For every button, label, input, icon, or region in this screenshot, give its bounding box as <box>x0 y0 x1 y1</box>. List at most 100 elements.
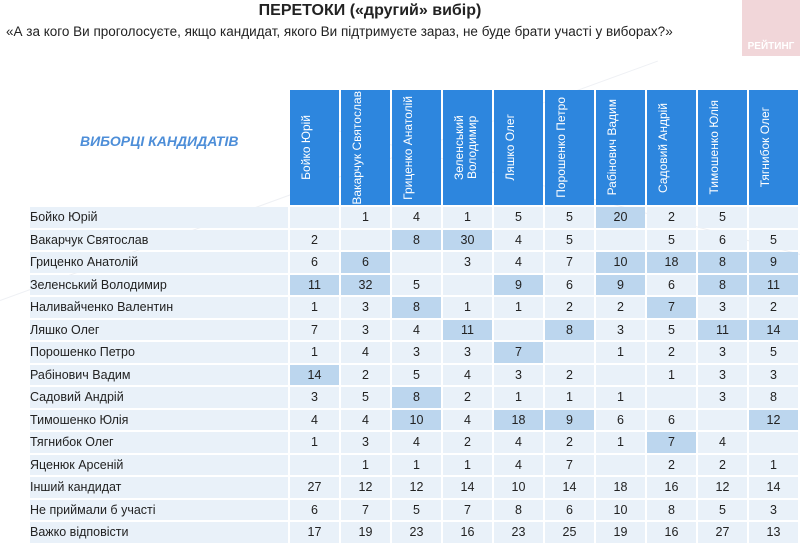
value-cell: 19 <box>341 522 390 543</box>
corner-cell <box>30 90 288 205</box>
value-cell <box>698 409 747 430</box>
value-cell: 1 <box>290 342 339 363</box>
row-label: Гриценко Анатолій <box>30 252 288 273</box>
column-header-label: Вакарчук Святослав <box>349 90 364 205</box>
value-cell: 12 <box>341 477 390 498</box>
value-cell: 8 <box>647 499 696 520</box>
value-cell: 5 <box>749 229 798 250</box>
value-cell: 5 <box>647 229 696 250</box>
value-cell: 7 <box>494 342 543 363</box>
table-row: Порошенко Петро 1 4 3 3 7 1 2 3 5 <box>30 342 798 363</box>
value-cell: 2 <box>443 432 492 453</box>
value-cell: 27 <box>698 522 747 543</box>
value-cell: 17 <box>290 522 339 543</box>
value-cell: 11 <box>698 319 747 340</box>
column-header-label: Гриценко Анатолій <box>400 95 415 200</box>
value-cell: 14 <box>749 477 798 498</box>
value-cell: 10 <box>392 409 441 430</box>
value-cell: 1 <box>443 454 492 475</box>
value-cell: 14 <box>443 477 492 498</box>
value-cell <box>392 252 441 273</box>
value-cell: 3 <box>341 432 390 453</box>
value-cell: 1 <box>341 454 390 475</box>
voters-label: ВИБОРЦІ КАНДИДАТІВ <box>80 133 239 149</box>
value-cell: 5 <box>392 499 441 520</box>
value-cell: 18 <box>494 409 543 430</box>
value-cell: 5 <box>545 229 594 250</box>
value-cell: 20 <box>596 207 645 228</box>
table-row: Вакарчук Святослав 2 8 30 4 5 5 6 5 <box>30 229 798 250</box>
value-cell: 8 <box>494 499 543 520</box>
value-cell: 1 <box>596 387 645 408</box>
value-cell: 5 <box>749 342 798 363</box>
value-cell: 2 <box>749 297 798 318</box>
value-cell: 2 <box>545 297 594 318</box>
row-label: Рабінович Вадим <box>30 364 288 385</box>
value-cell: 16 <box>647 477 696 498</box>
value-cell: 16 <box>443 522 492 543</box>
value-cell: 3 <box>749 364 798 385</box>
value-cell: 1 <box>443 297 492 318</box>
column-header-label: Зеленський Володимир <box>451 115 479 180</box>
value-cell: 3 <box>698 297 747 318</box>
value-cell: 14 <box>290 364 339 385</box>
row-label: Тимошенко Юлія <box>30 409 288 430</box>
value-cell: 6 <box>290 499 339 520</box>
value-cell: 4 <box>341 342 390 363</box>
row-label: Порошенко Петро <box>30 342 288 363</box>
value-cell: 27 <box>290 477 339 498</box>
column-header-label: Ляшко Олег <box>502 114 517 181</box>
value-cell: 19 <box>596 522 645 543</box>
value-cell: 5 <box>341 387 390 408</box>
value-cell <box>290 454 339 475</box>
value-cell: 3 <box>443 252 492 273</box>
value-cell: 4 <box>443 364 492 385</box>
value-cell: 3 <box>698 364 747 385</box>
value-cell: 2 <box>545 432 594 453</box>
value-cell: 8 <box>392 387 441 408</box>
value-cell <box>749 432 798 453</box>
value-cell: 7 <box>545 252 594 273</box>
value-cell: 8 <box>698 252 747 273</box>
value-cell: 6 <box>545 274 594 295</box>
value-cell <box>341 229 390 250</box>
value-cell: 4 <box>392 207 441 228</box>
table-row: Яценюк Арсеній 1 1 1 4 7 2 2 1 <box>30 454 798 475</box>
value-cell: 4 <box>443 409 492 430</box>
row-label: Садовий Андрій <box>30 387 288 408</box>
flows-table: Бойко Юрій Вакарчук Святослав Гриценко Ана… <box>28 88 800 545</box>
value-cell: 1 <box>494 387 543 408</box>
value-cell: 1 <box>494 297 543 318</box>
value-cell: 2 <box>596 297 645 318</box>
value-cell: 1 <box>341 207 390 228</box>
value-cell: 18 <box>647 252 696 273</box>
value-cell: 4 <box>494 229 543 250</box>
row-label: Тягнибок Олег <box>30 432 288 453</box>
value-cell: 8 <box>392 297 441 318</box>
table-row: Бойко Юрій 1 4 1 5 5 20 2 5 <box>30 207 798 228</box>
value-cell: 8 <box>698 274 747 295</box>
value-cell: 4 <box>290 409 339 430</box>
row-label: Вакарчук Святослав <box>30 229 288 250</box>
column-header: Ляшко Олег <box>494 90 543 205</box>
value-cell: 4 <box>392 319 441 340</box>
table-row: Інший кандидат 27 12 12 14 10 14 18 16 12 14 <box>30 477 798 498</box>
value-cell: 9 <box>596 274 645 295</box>
value-cell: 5 <box>647 319 696 340</box>
page-title: ПЕРЕТОКИ («другий» вибір) <box>258 2 482 19</box>
value-cell: 4 <box>494 432 543 453</box>
value-cell: 2 <box>698 454 747 475</box>
value-cell: 14 <box>749 319 798 340</box>
value-cell: 4 <box>341 409 390 430</box>
column-header: Порошенко Петро <box>545 90 594 205</box>
column-header-label: Тягнибок Олег <box>757 107 772 188</box>
value-cell: 1 <box>749 454 798 475</box>
rating-logo: РЕЙТИНГ <box>742 0 800 56</box>
row-label: Ляшко Олег <box>30 319 288 340</box>
value-cell <box>443 274 492 295</box>
value-cell: 8 <box>545 319 594 340</box>
column-header: Зеленський Володимир <box>443 90 492 205</box>
value-cell: 3 <box>341 319 390 340</box>
column-header: Гриценко Анатолій <box>392 90 441 205</box>
value-cell: 1 <box>443 207 492 228</box>
